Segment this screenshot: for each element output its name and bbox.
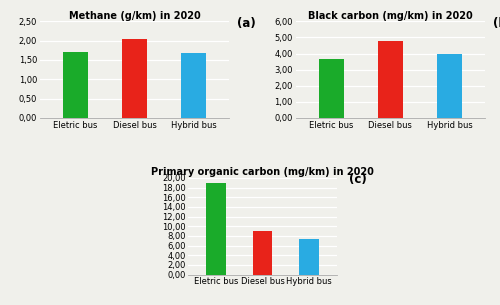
Bar	[318, 59, 344, 118]
Bar	[378, 41, 402, 118]
Title: Primary organic carbon (mg/km) in 2020: Primary organic carbon (mg/km) in 2020	[151, 167, 374, 177]
Bar	[182, 53, 206, 118]
Text: (b): (b)	[492, 16, 500, 30]
Title: Black carbon (mg/km) in 2020: Black carbon (mg/km) in 2020	[308, 11, 472, 20]
Bar	[437, 54, 462, 118]
Bar	[253, 231, 272, 274]
Text: (c): (c)	[348, 173, 366, 186]
Text: (a): (a)	[237, 16, 256, 30]
Bar	[299, 239, 318, 274]
Bar	[206, 183, 226, 274]
Bar	[63, 52, 88, 118]
Title: Methane (g/km) in 2020: Methane (g/km) in 2020	[69, 11, 200, 20]
Bar	[122, 39, 147, 118]
